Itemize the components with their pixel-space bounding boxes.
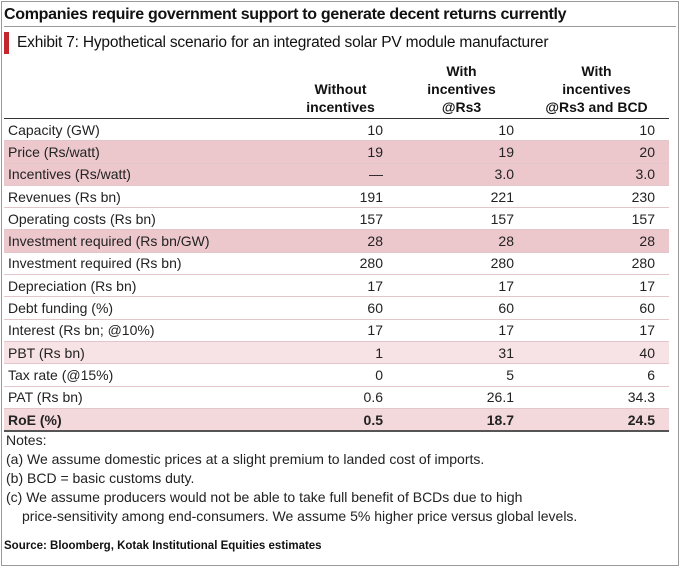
row-value: 3.0 — [524, 163, 669, 186]
row-label: Revenues (Rs bn) — [4, 185, 282, 209]
row-value: 17 — [399, 319, 524, 342]
row-value: 221 — [399, 185, 524, 209]
table-row: Tax rate (@15%) 0 5 6 — [4, 363, 669, 387]
row-value: 28 — [399, 229, 524, 253]
table-row: Investment required (Rs bn) 280 280 280 — [4, 252, 669, 276]
header-line: @Rs3 — [441, 99, 482, 115]
row-label: PAT (Rs bn) — [4, 386, 282, 409]
table-row: Revenues (Rs bn) 191 221 230 — [4, 185, 669, 209]
header-col-with-rs3-bcd: With incentives @Rs3 and BCD — [524, 62, 669, 119]
header-line: With — [446, 63, 477, 79]
table-row: Price (Rs/watt) 19 19 20 — [4, 140, 669, 164]
scenario-table: Without incentives With incentives @Rs3 … — [4, 62, 669, 433]
exhibit-title-block: Exhibit 7: Hypothetical scenario for an … — [4, 32, 548, 54]
row-value: 191 — [282, 185, 399, 209]
row-label: Operating costs (Rs bn) — [4, 207, 282, 231]
row-value: 5 — [399, 363, 524, 387]
header-line: Without — [314, 81, 367, 97]
row-value: 17 — [282, 274, 399, 298]
header-row: Without incentives With incentives @Rs3 … — [4, 62, 669, 119]
row-label: Interest (Rs bn; @10%) — [4, 319, 282, 342]
row-value: 3.0 — [399, 163, 524, 186]
row-value: 20 — [524, 140, 669, 164]
row-value: 19 — [399, 140, 524, 164]
row-value: 157 — [399, 207, 524, 231]
notes-heading: Notes: — [6, 432, 47, 448]
header-line: incentives — [306, 99, 375, 115]
row-label: Capacity (GW) — [4, 118, 282, 142]
note-a: (a) We assume domestic prices at a sligh… — [6, 451, 485, 467]
row-value: 10 — [282, 118, 399, 142]
row-value: 31 — [399, 341, 524, 365]
row-label: Investment required (Rs bn/GW) — [4, 229, 282, 253]
row-label: Price (Rs/watt) — [4, 140, 282, 164]
row-label: Incentives (Rs/watt) — [4, 163, 282, 186]
row-value: 0.6 — [282, 386, 399, 409]
row-value: 26.1 — [399, 386, 524, 409]
row-value: 0.5 — [282, 407, 399, 433]
exhibit-accent-bar — [4, 32, 9, 54]
table-row: Capacity (GW) 10 10 10 — [4, 118, 669, 142]
exhibit-title: Exhibit 7: Hypothetical scenario for an … — [17, 34, 549, 51]
row-label: Tax rate (@15%) — [4, 363, 282, 387]
row-label: RoE (%) — [4, 407, 282, 433]
table-row: PAT (Rs bn) 0.6 26.1 34.3 — [4, 386, 669, 409]
row-value: 157 — [524, 207, 669, 231]
header-line: @Rs3 and BCD — [545, 99, 648, 115]
row-label: PBT (Rs bn) — [4, 341, 282, 365]
table-row: Incentives (Rs/watt) —3.0 3.0 — [4, 163, 669, 186]
row-value: 17 — [524, 274, 669, 298]
row-value: 28 — [524, 229, 669, 253]
row-value: 230 — [524, 185, 669, 209]
row-value: 280 — [524, 252, 669, 276]
row-value: 157 — [282, 207, 399, 231]
table-row: PBT (Rs bn) 1 31 40 — [4, 341, 669, 365]
note-c-line1: (c) We assume producers would not be abl… — [6, 489, 523, 505]
row-value: 0 — [282, 363, 399, 387]
table-row: RoE (%) 0.5 18.7 24.5 — [4, 407, 669, 433]
row-label: Investment required (Rs bn) — [4, 252, 282, 276]
row-value: 17 — [399, 274, 524, 298]
header-line: incentives — [427, 81, 496, 97]
row-value: 60 — [524, 296, 669, 320]
header-col-without: Without incentives — [282, 62, 399, 119]
row-value: 28 — [282, 229, 399, 253]
row-value: 40 — [524, 341, 669, 365]
row-value: 6 — [524, 363, 669, 387]
row-value: 34.3 — [524, 386, 669, 409]
table-row: Depreciation (Rs bn) 17 17 17 — [4, 274, 669, 298]
source-line: Source: Bloomberg, Kotak Institutional E… — [4, 540, 322, 552]
row-value: 18.7 — [399, 407, 524, 433]
table-body: Capacity (GW) 10 10 10 Price (Rs/watt) 19 19 20… — [4, 118, 669, 433]
row-value: 17 — [282, 319, 399, 342]
header-line: With — [581, 63, 612, 79]
note-c-line2: price-sensitivity among end-consumers. W… — [22, 508, 578, 524]
row-value: 280 — [282, 252, 399, 276]
row-value: — — [282, 163, 399, 186]
note-b: (b) BCD = basic customs duty. — [6, 470, 195, 486]
row-value: 10 — [399, 118, 524, 142]
row-value: 17 — [524, 319, 669, 342]
header-label-cell — [4, 62, 282, 119]
row-value: 280 — [399, 252, 524, 276]
notes-block: Notes: (a) We assume domestic prices at … — [6, 431, 671, 526]
row-label: Debt funding (%) — [4, 296, 282, 320]
page-headline: Companies require government support to … — [4, 4, 676, 27]
row-value: 24.5 — [524, 407, 669, 433]
row-value: 10 — [524, 118, 669, 142]
row-label: Depreciation (Rs bn) — [4, 274, 282, 298]
table-row: Interest (Rs bn; @10%) 17 17 17 — [4, 319, 669, 342]
header-line: incentives — [562, 81, 631, 97]
header-col-with-rs3: With incentives @Rs3 — [399, 62, 524, 119]
table-row: Operating costs (Rs bn) 157 157 157 — [4, 207, 669, 231]
row-value: 1 — [282, 341, 399, 365]
table-row: Investment required (Rs bn/GW) 28 28 28 — [4, 229, 669, 253]
row-value: 60 — [282, 296, 399, 320]
table-row: Debt funding (%) 60 60 60 — [4, 296, 669, 320]
row-value: 60 — [399, 296, 524, 320]
row-value: 19 — [282, 140, 399, 164]
